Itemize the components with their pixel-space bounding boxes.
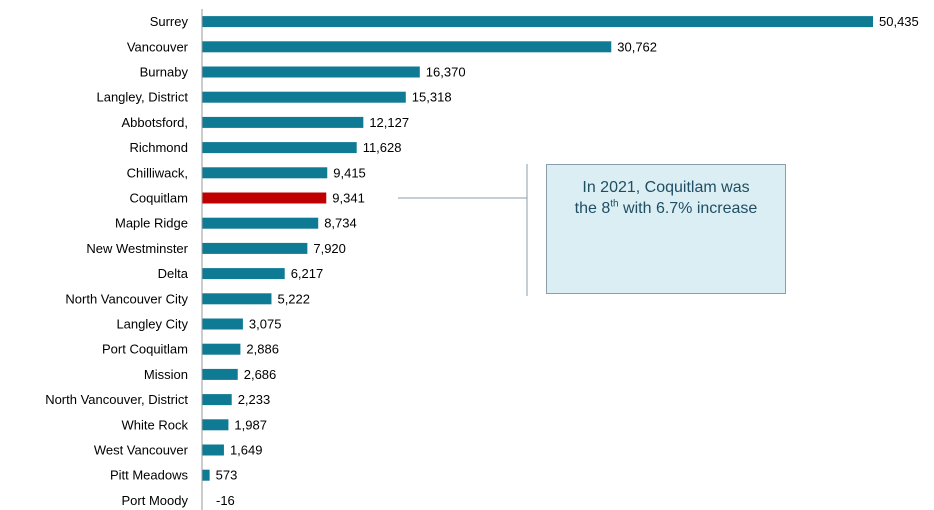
- value-label-richmond: 11,628: [363, 140, 402, 155]
- value-label-delta: 6,217: [291, 266, 324, 281]
- bars-group: [201, 16, 873, 506]
- bar-langley-district: [202, 91, 406, 103]
- category-label-abbotsford: Abbotsford,: [122, 115, 189, 130]
- value-label-vancouver: 30,762: [617, 39, 657, 54]
- value-label-mission: 2,686: [244, 367, 277, 382]
- value-label-white-rock: 1,987: [234, 417, 267, 432]
- callout-leader-line: [398, 164, 528, 296]
- value-label-west-vancouver: 1,649: [230, 443, 263, 458]
- bar-north-vancouver-district: [202, 394, 232, 406]
- category-label-west-vancouver: West Vancouver: [94, 443, 189, 458]
- category-label-surrey: Surrey: [150, 14, 189, 29]
- category-label-white-rock: White Rock: [122, 417, 189, 432]
- value-label-north-vancouver-district: 2,233: [238, 392, 271, 407]
- value-label-abbotsford: 12,127: [369, 115, 409, 130]
- category-label-langley-district: Langley, District: [96, 90, 188, 105]
- bar-white-rock: [202, 419, 229, 431]
- bar-delta: [202, 268, 285, 280]
- bar-vancouver: [202, 41, 612, 53]
- value-label-burnaby: 16,370: [426, 65, 466, 80]
- bar-chilliwack: [202, 167, 328, 179]
- category-label-port-moody: Port Moody: [122, 493, 189, 508]
- category-label-new-westminster: New Westminster: [86, 241, 188, 256]
- category-label-port-coquitlam: Port Coquitlam: [102, 342, 188, 357]
- category-label-north-vancouver-district: North Vancouver, District: [45, 392, 188, 407]
- category-label-north-vancouver-city: North Vancouver City: [65, 291, 188, 306]
- category-label-vancouver: Vancouver: [127, 39, 189, 54]
- category-label-pitt-meadows: Pitt Meadows: [110, 468, 189, 483]
- category-label-coquitlam: Coquitlam: [129, 191, 188, 206]
- annotation-ordinal-suffix: th: [610, 198, 619, 210]
- annotation-line-2-prefix: the 8: [574, 200, 611, 217]
- value-label-pitt-meadows: 573: [216, 468, 238, 483]
- value-label-maple-ridge: 8,734: [324, 216, 357, 231]
- bar-coquitlam: [202, 192, 327, 204]
- bar-west-vancouver: [202, 444, 224, 456]
- value-label-new-westminster: 7,920: [313, 241, 346, 256]
- bar-surrey: [202, 16, 873, 28]
- value-label-langley-district: 15,318: [412, 90, 452, 105]
- bar-mission: [202, 368, 238, 380]
- bar-port-coquitlam: [202, 343, 241, 355]
- category-label-richmond: Richmond: [129, 140, 188, 155]
- annotation-line-1: In 2021, Coquitlam was: [582, 179, 750, 196]
- bar-maple-ridge: [202, 217, 319, 229]
- value-label-north-vancouver-city: 5,222: [277, 291, 310, 306]
- value-label-port-moody: -16: [216, 493, 235, 508]
- annotation-line-2: the 8th with 6.7% increase: [547, 198, 785, 219]
- value-label-chilliwack: 9,415: [333, 165, 366, 180]
- category-label-mission: Mission: [144, 367, 188, 382]
- value-label-port-coquitlam: 2,886: [246, 342, 279, 357]
- bar-north-vancouver-city: [202, 293, 272, 305]
- category-label-maple-ridge: Maple Ridge: [115, 216, 188, 231]
- value-label-coquitlam: 9,341: [332, 191, 365, 206]
- value-label-langley-city: 3,075: [249, 317, 282, 332]
- category-labels-group: Surrey Vancouver Burnaby Langley, District A…: [45, 14, 189, 508]
- bar-burnaby: [202, 66, 420, 78]
- category-label-delta: Delta: [158, 266, 189, 281]
- annotation-callout: In 2021, Coquitlam was the 8th with 6.7%…: [546, 164, 786, 294]
- value-label-surrey: 50,435: [879, 14, 919, 29]
- bar-new-westminster: [202, 242, 308, 254]
- category-label-burnaby: Burnaby: [140, 65, 189, 80]
- bar-pitt-meadows: [202, 469, 210, 481]
- bar-langley-city: [202, 318, 243, 330]
- category-label-langley-city: Langley City: [116, 317, 188, 332]
- category-label-chilliwack: Chilliwack,: [127, 165, 188, 180]
- bar-richmond: [202, 142, 357, 154]
- annotation-line-2-suffix: with 6.7% increase: [618, 200, 758, 217]
- bar-abbotsford: [202, 116, 364, 128]
